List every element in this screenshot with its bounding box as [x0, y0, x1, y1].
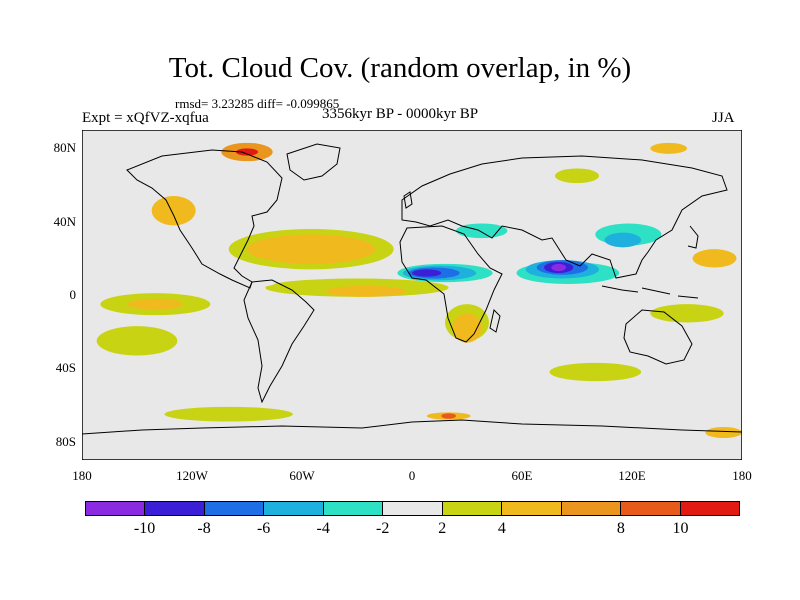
period-label: 3356kyr BP - 0000kyr BP — [322, 106, 479, 122]
experiment-label: Expt = xQfVZ-xqfua — [82, 110, 209, 126]
anomaly-region — [705, 427, 742, 438]
anomaly-region — [89, 254, 141, 270]
anomaly-region — [247, 234, 376, 264]
lon-tick-label: 0 — [408, 468, 416, 483]
anomaly-region — [555, 168, 599, 184]
anomaly-region — [452, 313, 482, 343]
colorbar-label: 10 — [672, 520, 689, 537]
colorbar-label: -8 — [197, 520, 211, 537]
colorbar-label: 8 — [616, 520, 625, 537]
colorbar-segment — [145, 502, 205, 515]
anomaly-region — [96, 326, 178, 356]
anomaly-layer — [89, 139, 742, 438]
coastline-europe-asia — [401, 155, 728, 279]
lat-tick-label: 40S — [55, 360, 76, 376]
coastline-antarctica — [82, 419, 742, 435]
anomaly-region — [329, 362, 422, 382]
coastline-australia — [623, 309, 693, 365]
lon-tick-label: 60E — [511, 468, 533, 483]
coastline-japan — [687, 225, 699, 249]
coastline-madagascar — [489, 309, 501, 333]
coastline-greenland — [286, 143, 341, 181]
lon-tick-label: 60W — [289, 468, 315, 483]
anomaly-region — [549, 362, 642, 382]
colorbar-segment — [442, 502, 503, 515]
anomaly-region — [320, 139, 357, 151]
colorbar-segment — [323, 502, 384, 515]
anomaly-region — [236, 148, 258, 156]
colorbar-segment — [621, 502, 681, 515]
anomaly-region — [604, 232, 642, 248]
coastline-layer — [82, 143, 742, 435]
lon-tick-label: 120E — [618, 468, 646, 483]
lon-tick-label: 120W — [176, 468, 208, 483]
stats-label: rmsd= 3.23285 diff= -0.099865 — [175, 96, 340, 111]
anomaly-region — [441, 413, 456, 419]
lat-tick-label: 80S — [55, 433, 76, 449]
colorbar-segment — [680, 502, 739, 515]
colorbar — [85, 501, 740, 516]
anomaly-region — [467, 144, 541, 160]
coastline-indonesia — [601, 285, 699, 299]
map-plot — [82, 130, 742, 460]
colorbar-segment — [383, 502, 443, 515]
lat-tick-label: 0 — [69, 287, 77, 302]
lon-tick-label: 180 — [732, 468, 752, 483]
anomaly-region — [151, 196, 196, 226]
lon-tick-label: 180 — [72, 468, 92, 483]
colorbar-segment — [86, 502, 146, 515]
colorbar-label: -6 — [256, 520, 271, 537]
anomaly-region — [650, 304, 724, 323]
anomaly-region — [663, 278, 730, 294]
lat-tick-label: 40N — [53, 213, 76, 229]
season-label: JJA — [712, 110, 735, 126]
colorbar-segment — [204, 502, 265, 515]
anomaly-region — [456, 223, 508, 239]
colorbar-segment — [502, 502, 562, 515]
colorbar-label: 4 — [497, 520, 506, 537]
anomaly-region — [325, 285, 407, 297]
colorbar-label: -4 — [316, 520, 330, 537]
colorbar-label: -10 — [133, 520, 156, 537]
colorbar-label: 2 — [438, 520, 447, 537]
map-title: Tot. Cloud Cov. (random overlap, in %) — [168, 52, 632, 84]
colorbar-label: -2 — [376, 520, 390, 537]
coastline-uk — [403, 191, 413, 209]
anomaly-region — [412, 269, 442, 277]
colorbar-segment — [561, 502, 622, 515]
coastline-africa — [399, 225, 503, 343]
coastline-south-america — [243, 279, 315, 404]
anomaly-region — [650, 142, 688, 154]
coastline-north-america — [126, 149, 283, 289]
anomaly-region — [551, 263, 566, 272]
anomaly-region — [692, 249, 737, 268]
colorbar-segment — [264, 502, 324, 515]
anomaly-region — [127, 298, 183, 310]
anomaly-region — [164, 406, 293, 422]
lat-tick-label: 80N — [53, 140, 76, 156]
anomaly-region — [217, 276, 277, 288]
